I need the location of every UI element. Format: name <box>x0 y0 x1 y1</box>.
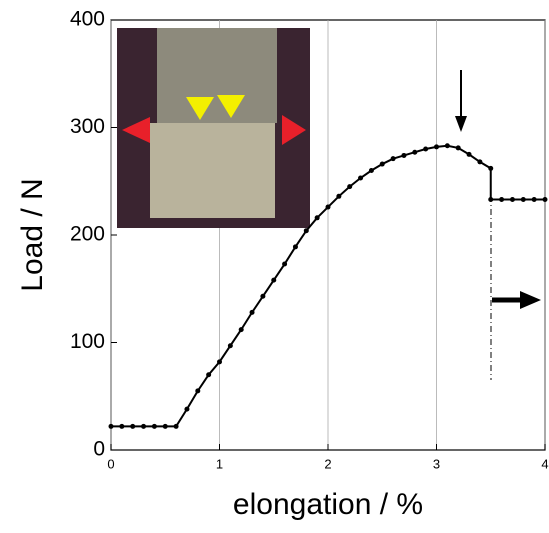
data-point <box>531 197 537 203</box>
data-point <box>173 423 179 429</box>
arrow-head <box>520 291 541 309</box>
data-point <box>184 406 190 412</box>
data-point <box>499 197 505 203</box>
data-point <box>412 149 418 155</box>
data-point <box>347 184 353 190</box>
x-tick-label: 3 <box>433 456 440 471</box>
data-point <box>336 193 342 199</box>
data-point <box>520 197 526 203</box>
data-point <box>368 168 374 173</box>
y-tick-label: 400 <box>70 8 105 31</box>
data-point <box>488 197 494 203</box>
data-point <box>206 372 212 378</box>
data-point <box>401 152 407 158</box>
x-tick-label: 0 <box>107 456 114 471</box>
specimen-top <box>157 28 277 123</box>
y-tick-label: 300 <box>70 115 105 138</box>
y-tick-label: 0 <box>93 438 105 461</box>
data-point <box>271 277 277 283</box>
data-point <box>260 293 266 299</box>
data-point <box>488 165 494 171</box>
data-point <box>542 197 548 203</box>
data-point <box>292 244 298 250</box>
data-point <box>282 261 288 267</box>
x-tick-label: 4 <box>541 456 548 471</box>
data-point <box>108 423 114 429</box>
data-point <box>466 151 472 157</box>
x-axis-label: elongation / % <box>233 488 423 521</box>
data-point <box>303 228 309 234</box>
y-tick-label: 100 <box>70 330 105 353</box>
data-point <box>151 423 157 429</box>
data-point <box>162 423 168 429</box>
data-point <box>379 161 385 167</box>
inset-photo <box>117 28 310 228</box>
data-point <box>141 423 147 429</box>
yellow-marker <box>186 97 214 120</box>
red-marker <box>122 117 150 143</box>
specimen-bottom <box>150 123 275 218</box>
arrow-head <box>455 116 467 132</box>
data-point <box>455 145 461 151</box>
x-tick-label: 1 <box>216 456 223 471</box>
data-point <box>195 388 201 394</box>
series <box>108 143 548 429</box>
data-point <box>477 159 483 165</box>
data-point <box>423 146 429 152</box>
data-point <box>390 156 396 162</box>
data-point <box>325 204 331 210</box>
data-point <box>238 327 244 333</box>
data-point <box>444 143 450 149</box>
data-point <box>130 423 136 429</box>
x-tick-label: 2 <box>324 456 331 471</box>
data-point <box>227 343 233 349</box>
y-tick-label: 200 <box>70 223 105 246</box>
yellow-marker <box>217 95 245 118</box>
data-point <box>249 309 255 315</box>
data-point <box>217 359 222 365</box>
data-point <box>434 144 439 150</box>
data-point <box>358 175 364 181</box>
red-marker <box>282 115 306 145</box>
data-point <box>314 215 320 221</box>
data-point <box>509 197 515 203</box>
data-point <box>119 423 125 429</box>
y-axis-label: Load / N <box>16 178 49 291</box>
